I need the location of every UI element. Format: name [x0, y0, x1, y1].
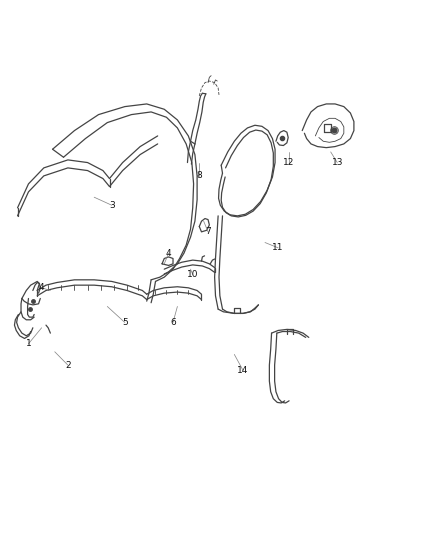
- Text: 11: 11: [272, 244, 284, 252]
- Text: 5: 5: [122, 318, 128, 327]
- Text: 12: 12: [283, 158, 295, 167]
- Text: 13: 13: [332, 158, 343, 167]
- Text: 14: 14: [237, 366, 249, 375]
- Text: 10: 10: [187, 270, 198, 279]
- Text: 1: 1: [25, 340, 32, 348]
- Text: 2: 2: [65, 361, 71, 369]
- Text: 8: 8: [196, 172, 202, 180]
- Text: 4: 4: [166, 249, 171, 257]
- Text: 6: 6: [170, 318, 176, 327]
- Text: 3: 3: [109, 201, 115, 209]
- Text: 4: 4: [39, 284, 44, 292]
- Text: 7: 7: [205, 228, 211, 236]
